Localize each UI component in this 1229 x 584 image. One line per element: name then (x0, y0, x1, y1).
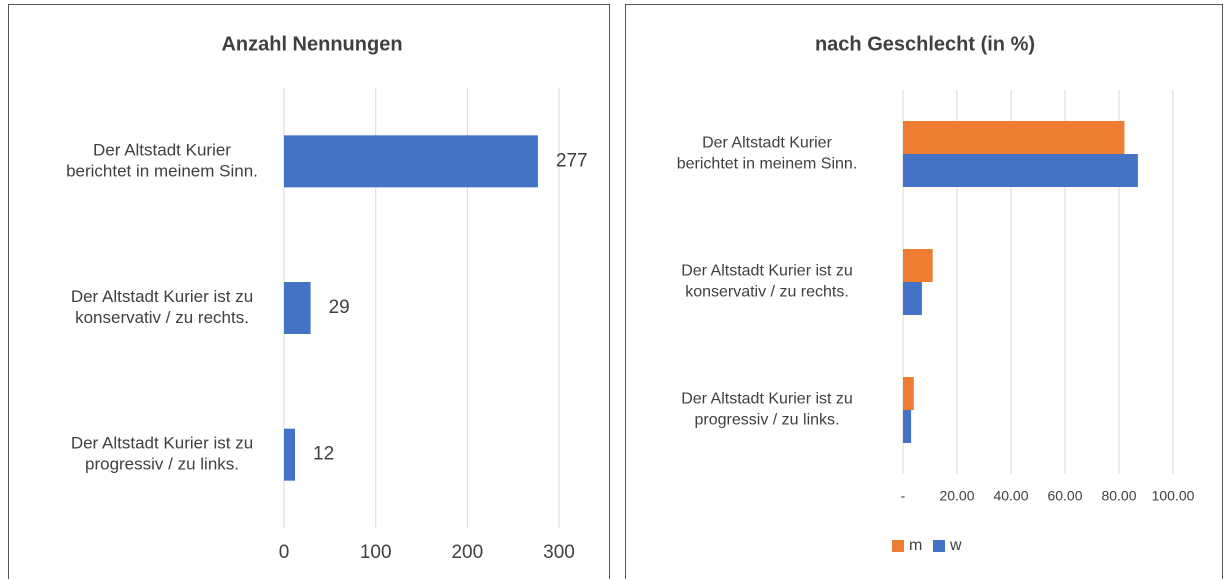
x-tick-label: 80.00 (1101, 488, 1136, 504)
bar (903, 377, 914, 410)
data-label: 29 (329, 297, 350, 318)
bar (284, 428, 295, 481)
y-tick-label: konservativ / zu rechts. (685, 284, 849, 301)
legend-swatch (892, 540, 904, 552)
y-tick-label: berichtet in meinem Sinn. (677, 156, 858, 173)
chart-title: nach Geschlecht (in %) (815, 33, 1035, 55)
data-label: 277 (556, 150, 588, 171)
legend-swatch (933, 540, 945, 552)
y-tick-label: berichtet in meinem Sinn. (66, 161, 258, 180)
y-tick-label: Der Altstadt Kurier ist zu (681, 263, 853, 280)
legend-label: m (909, 537, 922, 554)
bar (903, 154, 1138, 187)
bar (284, 282, 311, 334)
panel-frame (625, 4, 1223, 584)
x-tick-label: - (901, 488, 906, 504)
y-tick-label: Der Altstadt Kurier (702, 135, 833, 152)
bar (903, 282, 922, 315)
x-tick-label: 60.00 (1047, 488, 1082, 504)
y-tick-label: Der Altstadt Kurier (93, 140, 231, 159)
y-tick-label: progressiv / zu links. (695, 412, 840, 429)
bar (903, 410, 912, 443)
x-tick-label: 40.00 (993, 488, 1028, 504)
y-tick-label: Der Altstadt Kurier ist zu (71, 287, 253, 306)
chart-title: Anzahl Nennungen (221, 33, 402, 55)
x-tick-label: 20.00 (939, 488, 974, 504)
x-tick-label: 100.00 (1152, 488, 1195, 504)
bar (903, 121, 1125, 154)
bar (903, 249, 933, 282)
y-tick-label: progressiv / zu links. (85, 455, 239, 474)
y-tick-label: konservativ / zu rechts. (75, 308, 249, 327)
x-tick-label: 300 (543, 542, 575, 563)
x-tick-label: 0 (279, 542, 290, 563)
legend-label: w (949, 537, 962, 554)
y-tick-label: Der Altstadt Kurier ist zu (71, 434, 253, 453)
bar (284, 135, 538, 188)
x-tick-label: 100 (360, 542, 392, 563)
y-tick-label: Der Altstadt Kurier ist zu (681, 391, 853, 408)
x-tick-label: 200 (451, 542, 483, 563)
data-label: 12 (313, 444, 334, 465)
